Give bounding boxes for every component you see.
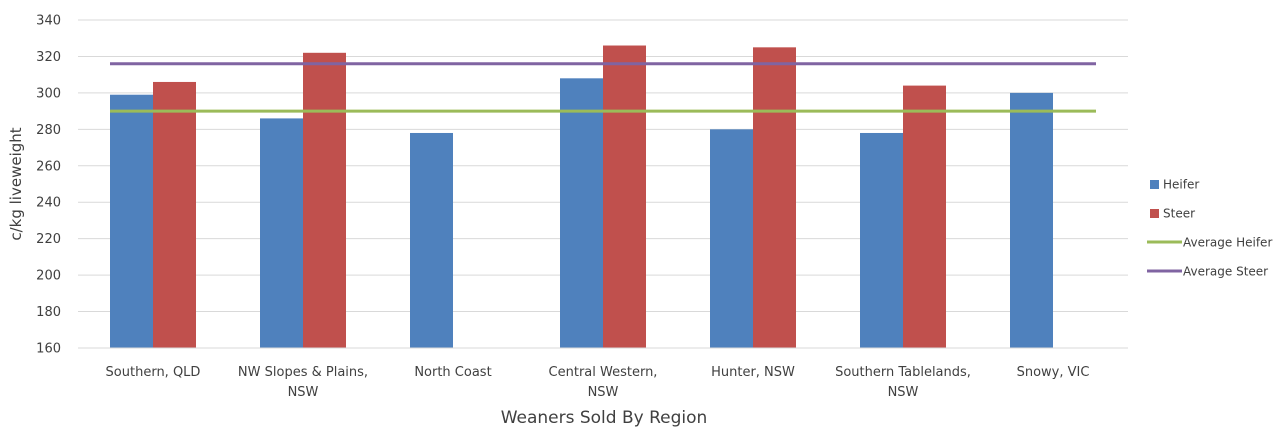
x-tick-label: NW Slopes & Plains, NSW <box>238 365 368 400</box>
legend-swatch-heifer <box>1150 180 1159 189</box>
bar-heifer <box>710 129 753 348</box>
x-tick-label: Snowy, VIC <box>1017 365 1090 380</box>
bar-steer <box>153 81 196 348</box>
x-tick-label: Southern Tablelands, NSW <box>835 365 971 400</box>
bar-heifer <box>110 94 153 348</box>
bar-steer <box>753 47 796 348</box>
y-tick-label: 160 <box>36 342 61 357</box>
x-tick-label: Southern, QLD <box>106 365 201 380</box>
bar-steer <box>303 52 346 349</box>
bar-heifer <box>560 78 603 349</box>
bar-heifer <box>1010 92 1053 348</box>
legend-swatch-steer <box>1150 209 1159 218</box>
x-axis-title: Weaners Sold By Region <box>501 408 708 428</box>
x-axis-ticks: Southern, QLD NW Slopes & Plains, NSW North… <box>106 365 1090 400</box>
legend-label-average-heifer: Average Heifer <box>1183 236 1272 250</box>
x-tick-label: Central Western, NSW <box>549 365 658 400</box>
y-axis-ticks: 160 180 200 220 240 260 280 300 320 340 <box>36 14 61 357</box>
bar-heifer <box>260 118 303 349</box>
y-tick-label: 280 <box>36 123 61 138</box>
bar-heifer <box>410 132 453 348</box>
legend-label-heifer: Heifer <box>1163 178 1199 192</box>
x-tick-label: North Coast <box>414 365 491 380</box>
y-tick-label: 300 <box>36 86 61 101</box>
y-tick-label: 320 <box>36 50 61 65</box>
legend-label-steer: Steer <box>1163 207 1195 221</box>
y-tick-label: 180 <box>36 305 61 320</box>
bar-steer <box>903 85 946 348</box>
bar-heifer <box>860 132 903 348</box>
x-tick-label: Hunter, NSW <box>711 365 795 380</box>
y-axis-title: c/kg liveweight <box>7 127 25 240</box>
average-lines <box>110 62 1096 113</box>
y-tick-label: 220 <box>36 232 61 247</box>
bar-steer <box>603 45 646 349</box>
y-tick-label: 260 <box>36 159 61 174</box>
y-tick-label: 340 <box>36 14 61 29</box>
legend: Heifer Steer Average Heifer Average Steer <box>1147 178 1272 279</box>
bars <box>110 45 1053 349</box>
y-tick-label: 240 <box>36 196 61 211</box>
legend-label-average-steer: Average Steer <box>1183 265 1268 279</box>
y-tick-label: 200 <box>36 269 61 284</box>
